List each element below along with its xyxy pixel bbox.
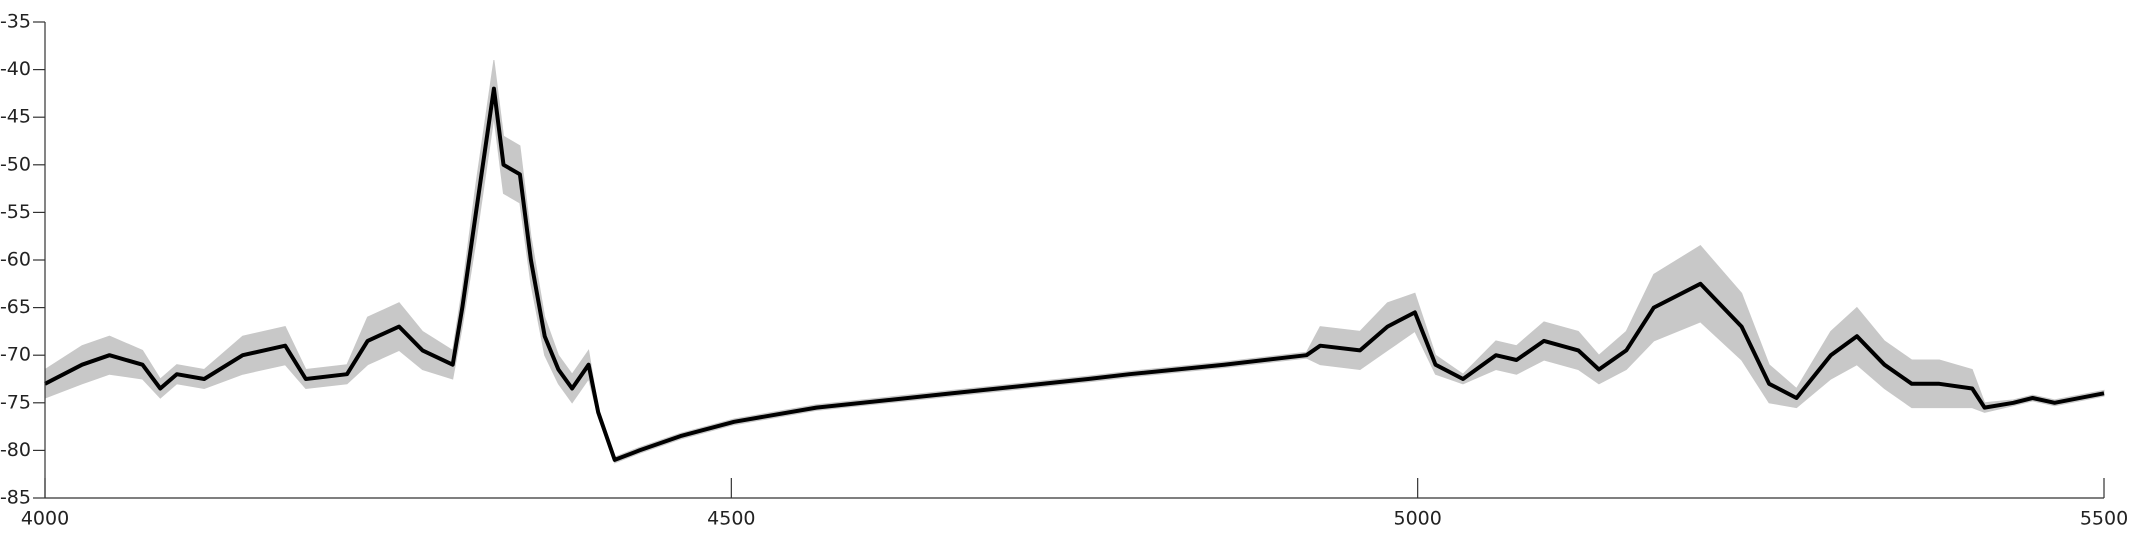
- y-tick-label: -70: [0, 344, 31, 366]
- y-tick-label: -35: [0, 11, 31, 33]
- y-tick-label: -40: [0, 58, 31, 80]
- data-line: [44, 86, 2105, 462]
- x-tick-label: 4000: [21, 508, 69, 530]
- y-tick-label: -75: [0, 391, 31, 413]
- x-tick-label: 5500: [2080, 508, 2128, 530]
- y-tick-label: -85: [0, 487, 31, 509]
- y-tick-label: -45: [0, 106, 31, 128]
- y-tick-label: -65: [0, 296, 31, 318]
- y-tick-label: -60: [0, 249, 31, 271]
- y-tick-label: -50: [0, 153, 31, 175]
- y-tick-label: -55: [0, 201, 31, 223]
- x-tick-label: 4500: [707, 508, 755, 530]
- band: [44, 60, 2105, 464]
- x-tick-label: 5000: [1393, 508, 1441, 530]
- y-tick-label: -80: [0, 439, 31, 461]
